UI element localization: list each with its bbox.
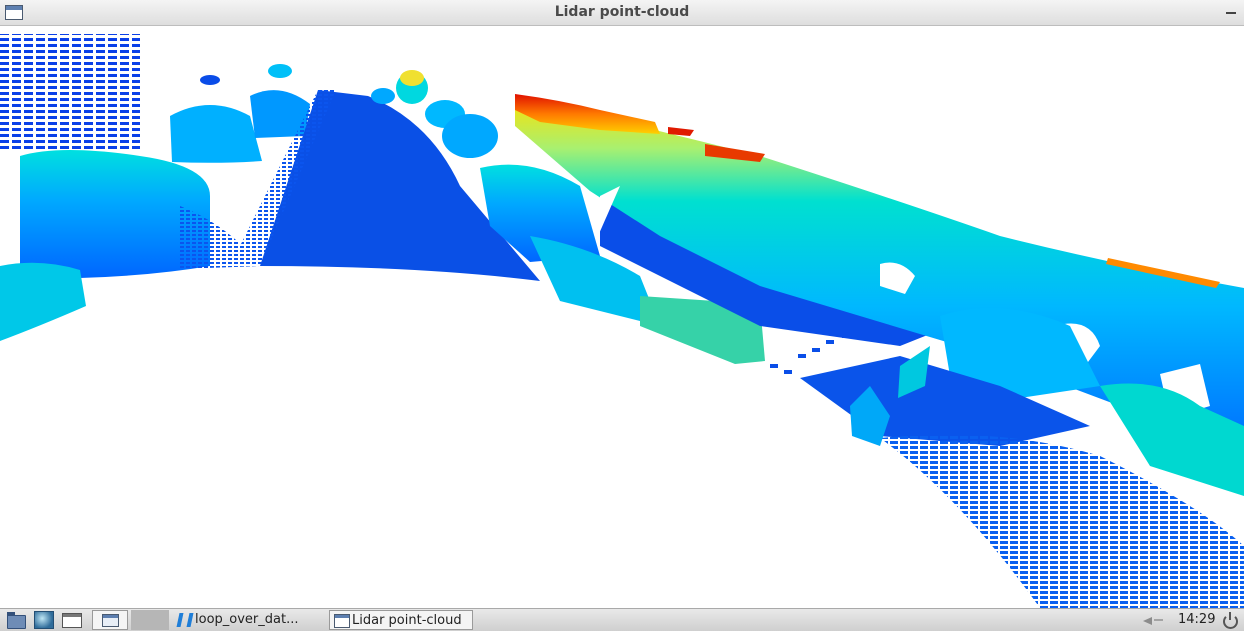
window-icon[interactable] xyxy=(60,610,84,630)
show-desktop-icon[interactable] xyxy=(92,610,128,630)
task-lidar-point-cloud[interactable]: Lidar point-cloud xyxy=(329,610,473,630)
volume-icon[interactable] xyxy=(1143,613,1165,627)
clock[interactable]: 14:29 xyxy=(1178,612,1216,627)
power-icon[interactable] xyxy=(1222,612,1238,629)
window-icon[interactable] xyxy=(5,5,23,20)
lidar-point-cloud[interactable] xyxy=(0,26,1244,608)
task-vscode-label: loop_over_dat... xyxy=(195,612,299,627)
workspace-pager[interactable] xyxy=(131,610,169,630)
point-cloud-viewport[interactable] xyxy=(0,26,1244,608)
taskbar: loop_over_dat... Lidar point-cloud 14:29 xyxy=(0,608,1244,631)
window-icon xyxy=(334,613,350,629)
network-icon[interactable] xyxy=(32,610,56,630)
task-vscode[interactable]: loop_over_dat... xyxy=(173,610,325,630)
title-bar[interactable]: Lidar point-cloud xyxy=(0,0,1244,26)
minimize-icon[interactable] xyxy=(1224,2,1238,22)
vscode-icon xyxy=(177,612,193,628)
task-lidar-label: Lidar point-cloud xyxy=(352,613,462,628)
file-manager-icon[interactable] xyxy=(4,610,28,630)
window-title: Lidar point-cloud xyxy=(554,4,690,20)
